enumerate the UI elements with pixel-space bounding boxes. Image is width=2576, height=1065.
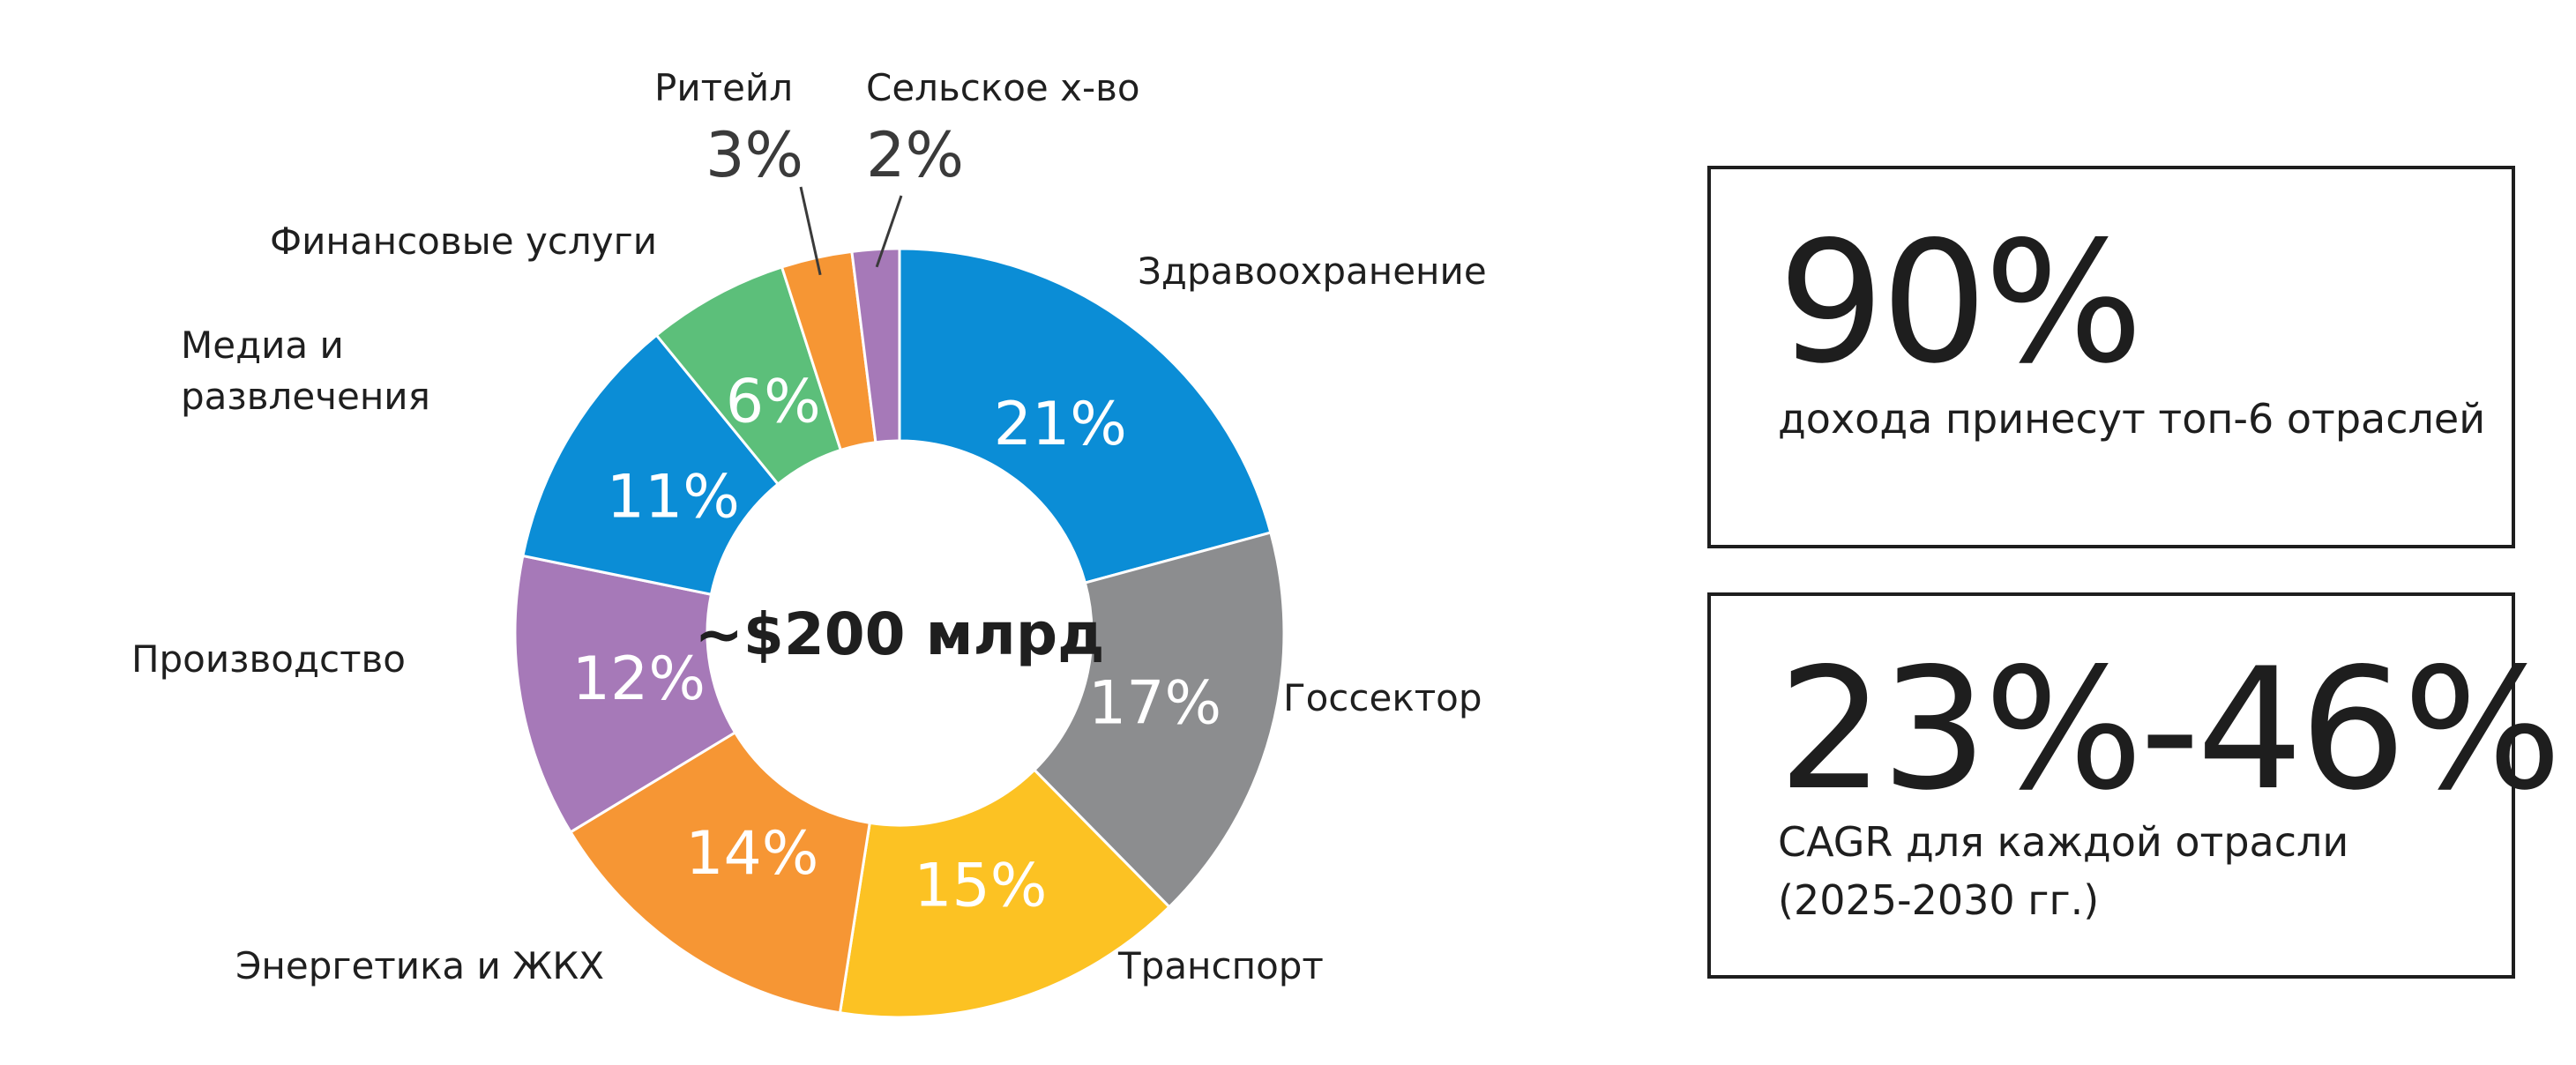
leader-line bbox=[875, 195, 903, 268]
donut-slice bbox=[850, 247, 901, 444]
slice-label: Финансовые услуги bbox=[270, 220, 657, 263]
stat-caption-line: (2025-2030 гг.) bbox=[1778, 876, 2100, 924]
slice-value-label: 14% bbox=[685, 819, 818, 889]
slice-label: развлечения bbox=[181, 375, 430, 418]
slice-value-label: 3% bbox=[706, 119, 803, 191]
leader-line bbox=[799, 186, 822, 276]
slice-value-label: 12% bbox=[572, 644, 706, 714]
slice-value-label: 2% bbox=[866, 119, 964, 191]
slice-label: Транспорт bbox=[1117, 944, 1324, 987]
stat-value-top-industries: 90% bbox=[1778, 205, 2143, 400]
stat-box-top-industries: 90% дохода принесут топ-6 отраслей bbox=[1707, 166, 2515, 548]
donut-slice bbox=[838, 768, 1172, 1019]
slice-label: Госсектор bbox=[1283, 676, 1482, 719]
slice-label: Сельское х-во bbox=[866, 66, 1140, 109]
stat-caption-cagr: CAGR для каждой отрасли (2025-2030 гг.) bbox=[1778, 813, 2348, 929]
donut-center-label: ~$200 млрд bbox=[695, 600, 1105, 668]
slice-label: Энергетика и ЖКХ bbox=[235, 944, 604, 987]
slice-value-label: 15% bbox=[914, 852, 1047, 921]
donut-slice bbox=[513, 554, 737, 834]
donut-slice bbox=[568, 730, 871, 1015]
slice-label: Медиа и bbox=[181, 324, 344, 367]
stat-caption-line: дохода принесут топ-6 отраслей bbox=[1778, 395, 2486, 443]
slice-value-label: 21% bbox=[994, 390, 1127, 459]
donut-slice bbox=[1032, 531, 1286, 909]
stat-value-cagr: 23%-46% bbox=[1778, 632, 2562, 827]
slice-value-label: 17% bbox=[1088, 668, 1221, 738]
stat-caption-top-industries: дохода принесут топ-6 отраслей bbox=[1778, 390, 2485, 448]
slice-value-label: 6% bbox=[726, 367, 821, 436]
slice-label: Здравоохранение bbox=[1138, 249, 1487, 293]
stat-caption-line: CAGR для каждой отрасли bbox=[1778, 818, 2349, 866]
slice-value-label: 11% bbox=[607, 463, 740, 532]
slice-label: Ритейл bbox=[654, 66, 793, 109]
donut-chart: 21% Здравоохранение 17% Госсектор 15% Транспо… bbox=[131, 66, 1487, 1019]
stat-box-cagr: 23%-46% CAGR для каждой отрасли (2025-20… bbox=[1707, 592, 2562, 979]
donut-slice bbox=[898, 247, 1273, 585]
slice-label: Производство bbox=[131, 637, 406, 681]
donut-slice bbox=[521, 333, 780, 596]
